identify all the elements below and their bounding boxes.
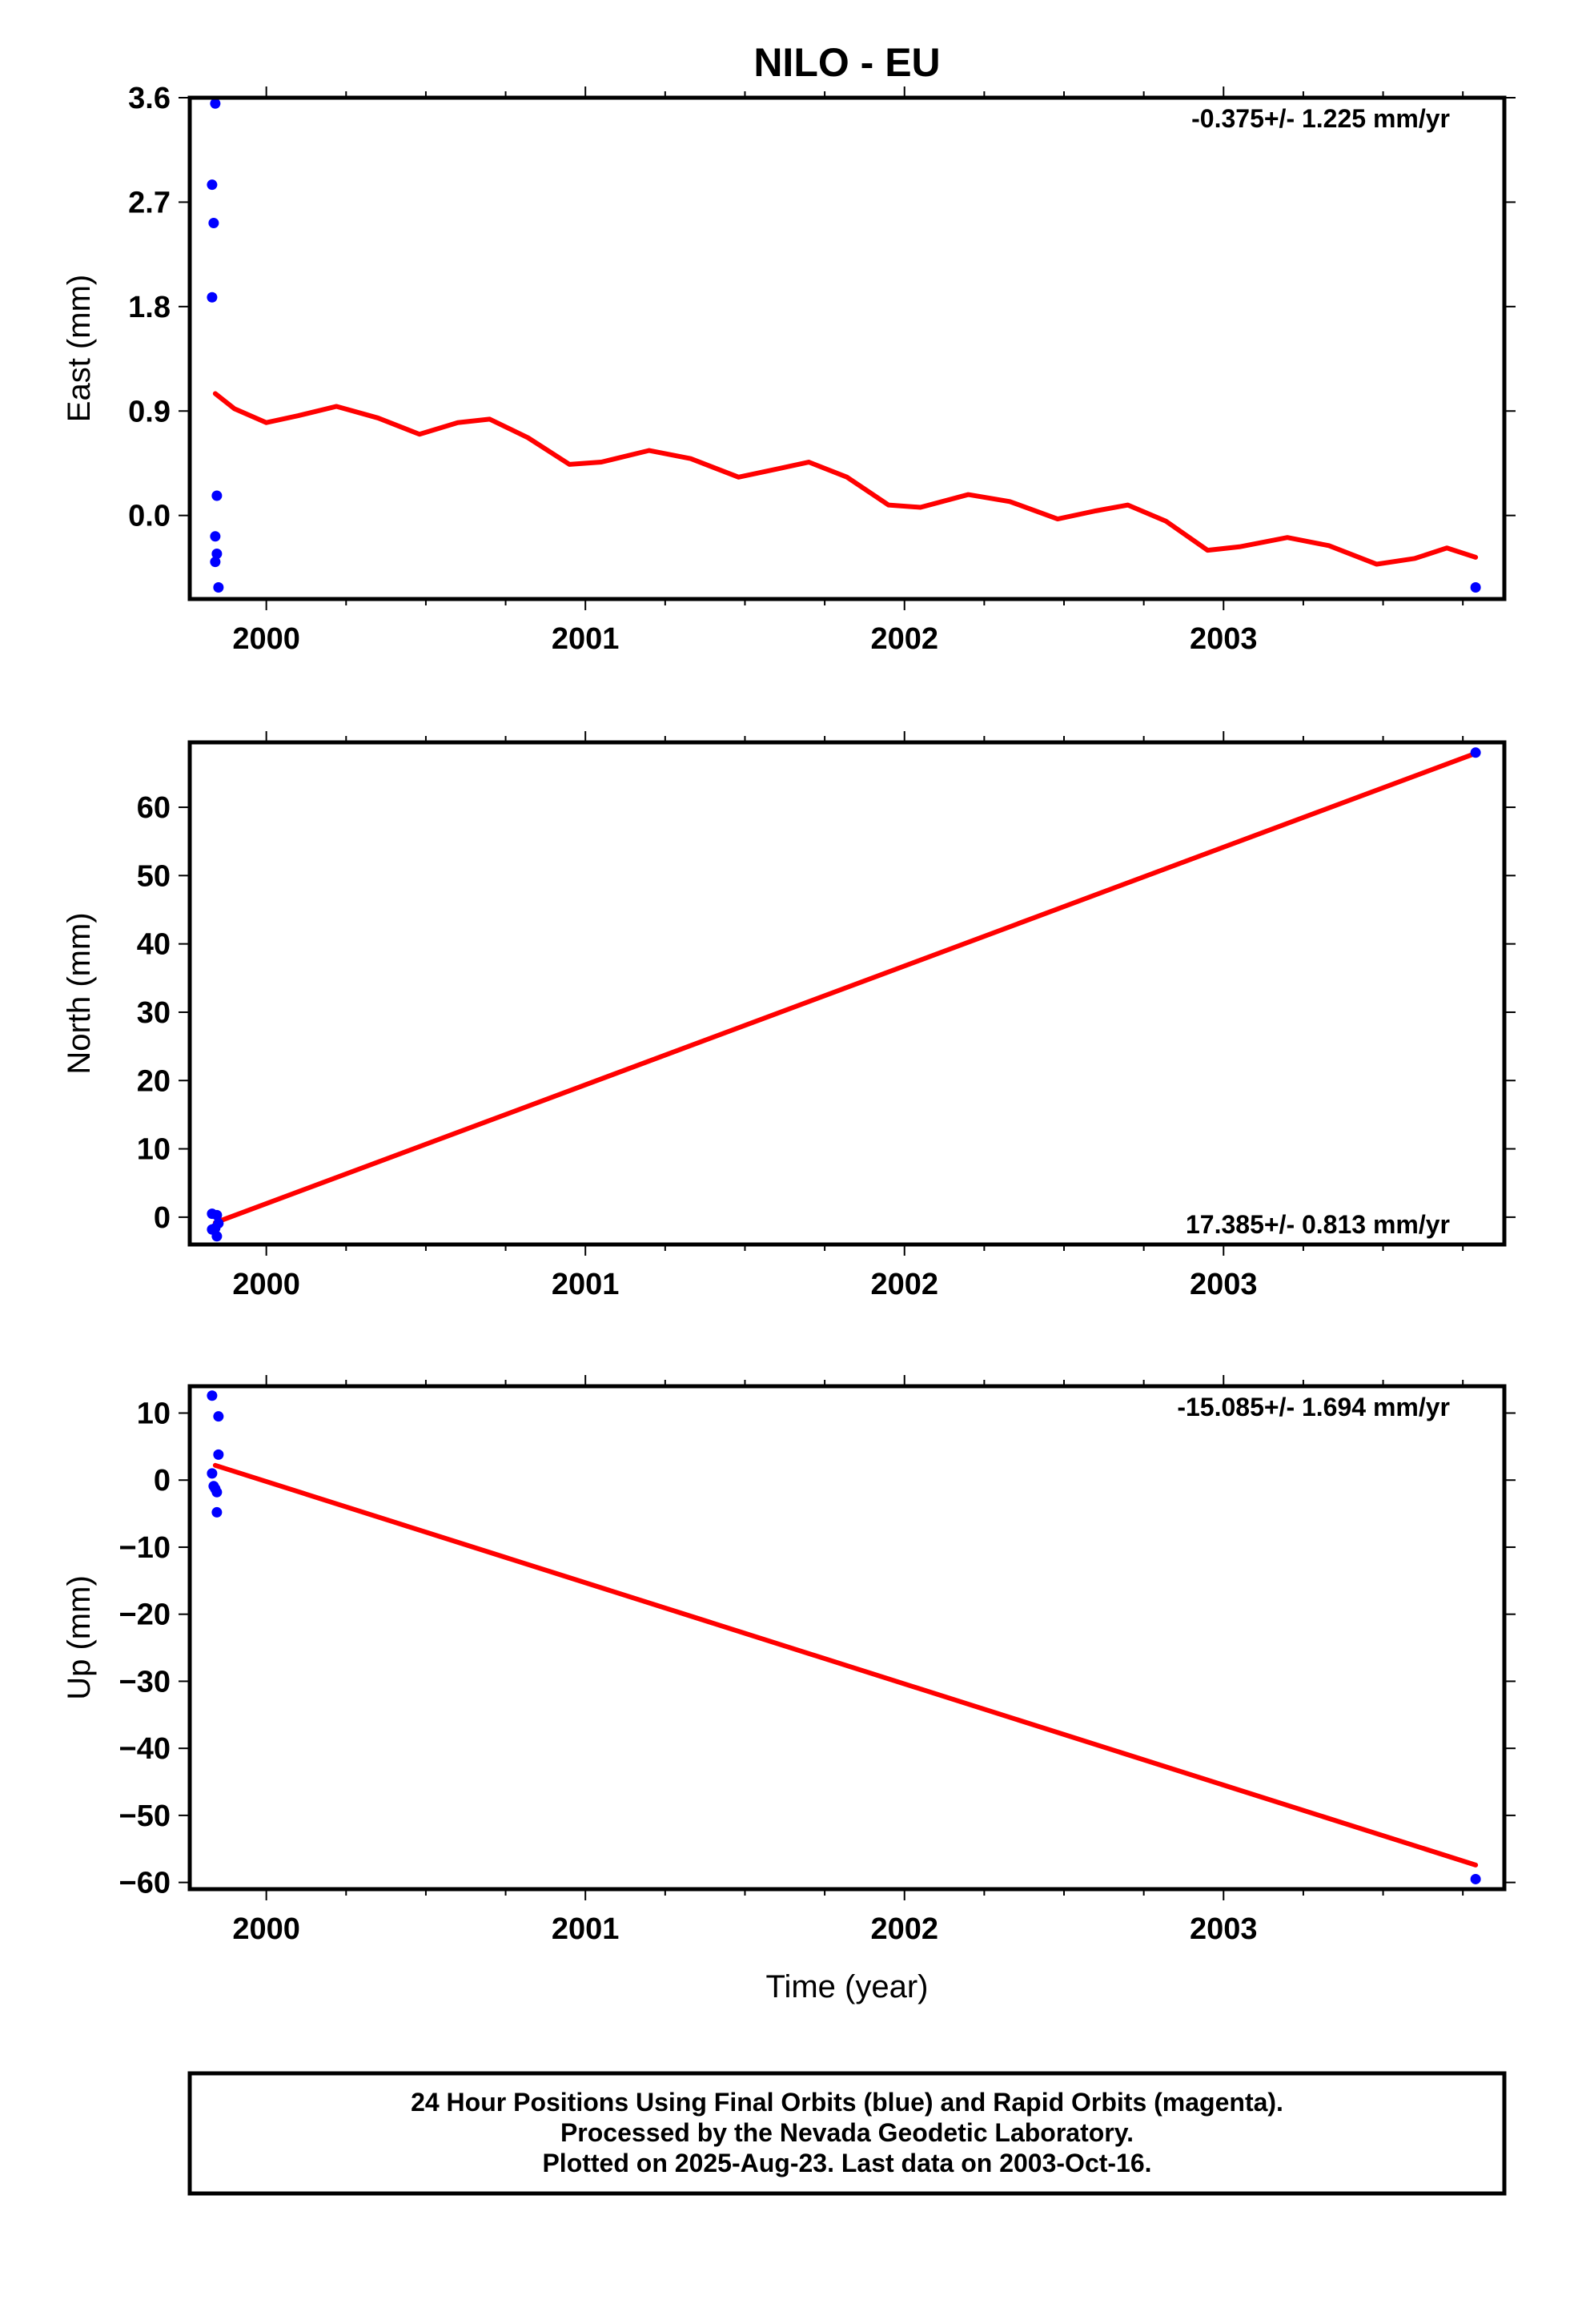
x-tick-label: 2003 [1190,1912,1258,1946]
plot-frame [187,95,1507,601]
x-tick-label: 2001 [552,622,620,656]
y-tick-label: −30 [119,1665,171,1699]
footer-frame [187,2071,1507,2196]
x-axis-label: Time (year) [766,1969,929,2004]
x-tick-label: 2000 [232,622,300,656]
data-point [213,1449,224,1460]
y-tick-label: 3.6 [128,82,171,115]
figure-title: NILO - EU [753,40,940,85]
y-tick-label: 2.7 [128,186,171,219]
data-point [211,1231,223,1242]
y-tick-label: 50 [137,859,171,893]
rate-label: 17.385+/- 0.813 mm/yr [1186,1210,1450,1239]
fit-line [212,1462,1479,1868]
y-tick-label: 30 [137,996,171,1030]
y-tick-label: 1.8 [128,291,171,324]
y-tick-label: 60 [137,791,171,825]
data-point [211,548,223,559]
data-point [211,490,223,501]
footer-line-1: 24 Hour Positions Using Final Orbits (bl… [411,2088,1283,2117]
y-tick-label: 0 [154,1201,171,1235]
y-axis-label: North (mm) [62,912,97,1074]
data-point [207,1390,218,1401]
east-panel: 2000 2001 2002 2003 0.0 0.9 1.8 2.7 3.6 East (mm)… [62,82,1516,656]
plot-frame [187,1384,1507,1892]
y-tick-label: 10 [137,1397,171,1430]
y-tick-label: 0 [154,1464,171,1498]
footer-box: 24 Hour Positions Using Final Orbits (bl… [187,2071,1507,2196]
y-axis-label: East (mm) [62,275,97,422]
data-point [213,1218,224,1229]
y-tick-label: 10 [137,1133,171,1167]
y-tick-label: −40 [119,1732,171,1766]
y-tick-label: 0.9 [128,395,171,428]
y-tick-label: −50 [119,1799,171,1833]
y-axis-label: Up (mm) [62,1575,97,1700]
data-point [213,582,224,593]
data-point [207,1468,218,1479]
data-point [211,1486,223,1498]
data-point [1470,582,1481,593]
x-tick-label: 2002 [870,622,938,656]
x-tick-label: 2003 [1190,1268,1258,1301]
data-point [207,292,218,303]
data-point [208,218,219,228]
data-point [210,531,221,542]
footer-line-2: Processed by the Nevada Geodetic Laborat… [560,2118,1134,2147]
x-tick-label: 2000 [232,1912,300,1946]
data-point [1470,1873,1481,1884]
x-tick-label: 2001 [552,1912,620,1946]
y-tick-label: −10 [119,1531,171,1565]
plot-frame [187,740,1507,1247]
fit-line [212,391,1479,567]
x-tick-label: 2003 [1190,622,1258,656]
data-point [213,1411,224,1422]
rate-label: -15.085+/- 1.694 mm/yr [1177,1393,1450,1421]
data-point [211,1209,223,1220]
data-point [211,1506,223,1518]
rate-label: -0.375+/- 1.225 mm/yr [1191,104,1450,133]
x-tick-label: 2000 [232,1268,300,1301]
data-point [207,179,218,191]
footer-line-3: Plotted on 2025-Aug-23. Last data on 200… [542,2149,1151,2177]
y-tick-label: 0.0 [128,500,171,533]
north-panel: 2000 2001 2002 2003 0 10 20 30 40 50 60 North (mm) 1… [62,731,1516,1301]
y-tick-label: −60 [119,1867,171,1900]
data-point [210,98,221,109]
y-tick-label: 40 [137,928,171,962]
x-tick-label: 2001 [552,1268,620,1301]
y-tick-label: 20 [137,1064,171,1098]
data-point [210,557,221,568]
y-tick-label: −20 [119,1598,171,1632]
x-tick-label: 2002 [870,1912,938,1946]
data-point [1470,747,1481,758]
x-tick-label: 2002 [870,1268,938,1301]
fit-line [212,750,1479,1225]
up-panel: 2000 2001 2002 2003 10 0 −10 −20 −30 −40 −50 −60 Up … [62,1375,1516,2004]
